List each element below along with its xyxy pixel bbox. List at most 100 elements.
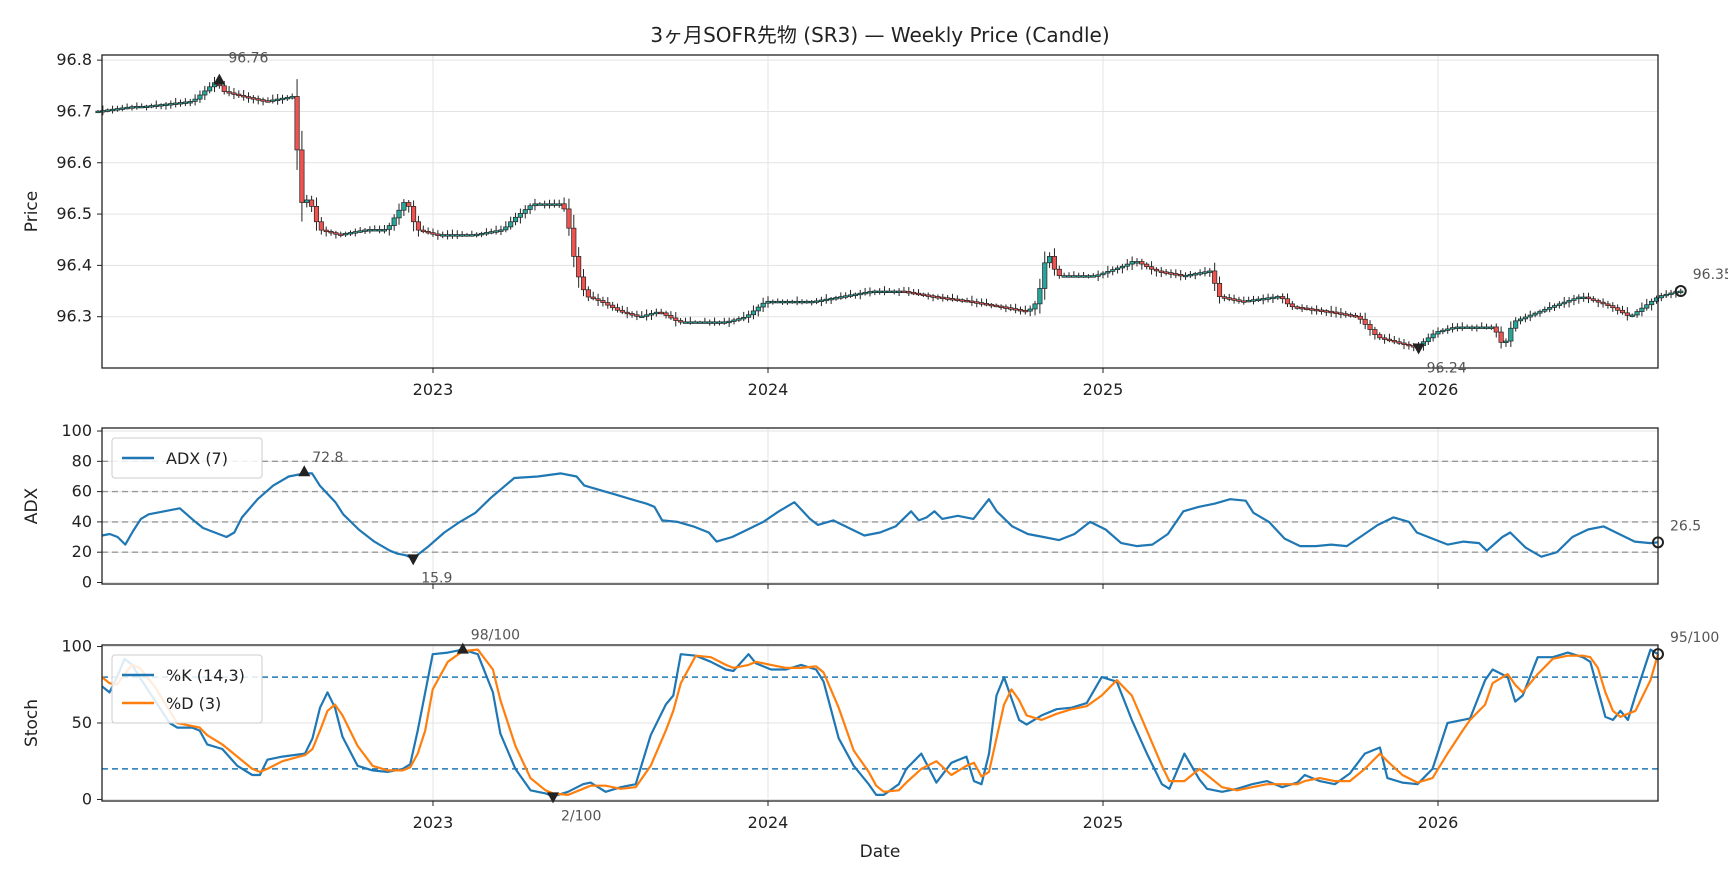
series-line-0 [101,472,1659,560]
candle-body [479,232,485,236]
candle-body [1197,272,1203,275]
candle-body [1653,297,1660,302]
y-tick-label: 96.8 [56,50,92,69]
candle-body [381,229,387,232]
candle-body [134,105,140,109]
candle-body [784,300,790,304]
candle-body [775,300,781,304]
last-value-marker [1674,285,1687,298]
candle-body [954,298,960,302]
candle-body [1071,275,1077,278]
min-annotation: 2/100 [561,808,601,824]
candle-body [1658,295,1664,299]
candle-body [294,96,300,151]
candle-body [746,314,752,318]
candle-body [1066,275,1072,278]
candle-body [1323,310,1329,313]
stoch-panel: 0 50 100 2023 2024 2025 2026 Stoch 98/100 2/100 95… [22,628,1719,862]
candle-body [1357,315,1363,320]
candle-body [522,209,528,214]
candle-body [250,97,256,100]
candle-body [1299,307,1305,310]
candle-body [639,315,645,318]
candle-body [498,229,504,232]
candle-body [1008,307,1014,310]
price-panel: 96.3 96.4 96.5 96.6 96.7 96.8 2023 2024 2025 2026… [22,50,1728,399]
candle-body [362,229,368,232]
candle-body [1333,311,1339,314]
candle-body [1624,312,1630,316]
candle-body [673,317,679,321]
candle-body [284,96,290,100]
y-tick-label: 96.3 [56,307,92,326]
plot-area [102,55,1658,368]
candle-body [687,321,693,324]
candle-body [1435,331,1441,335]
series-line-0 [101,648,1659,798]
candle-body [891,290,897,293]
candle-body [318,221,324,231]
candle-body [129,106,135,109]
candle-body [605,302,611,306]
y-tick-label: 50 [72,713,92,732]
candle-body [925,294,931,297]
candle-body [770,300,776,304]
candle-body [459,234,465,237]
min-annotation: 96.24 [1427,360,1467,376]
candle-body [1182,274,1189,278]
candle-body [979,302,985,305]
candle-body [440,234,446,237]
candle-body [260,99,266,102]
candle-body [610,304,616,309]
candle-body [231,92,237,95]
candle-body [658,311,664,315]
candle-body [1668,292,1674,295]
candle-body [527,205,533,210]
legend-label: %D (3) [166,694,221,713]
candle-body [964,299,970,303]
y-axis-label: Price [22,191,42,232]
candle-body [435,233,441,236]
candle-body [765,300,771,304]
candle-body [226,91,232,94]
candle-body [1042,262,1048,289]
candle-body [1619,309,1626,314]
candle-body [377,229,383,232]
candle-body [372,229,378,232]
candle-body [1479,326,1485,329]
candle-body [644,314,650,317]
candle-body [1459,326,1465,329]
last-annotation: 26.5 [1670,518,1701,534]
candle-body [144,105,150,109]
y-tick-label: 96.7 [56,101,92,120]
candle-body [1566,300,1572,303]
candle-body [1037,288,1043,305]
candle-body [1551,305,1558,308]
candle-body [1615,307,1621,311]
last-value-marker [1652,648,1664,661]
max-marker [213,73,226,85]
candle-body [1178,274,1184,277]
candle-body [1513,320,1519,329]
candle-body [512,216,519,223]
candle-body [561,203,567,210]
x-tick-label: 2023 [413,813,454,832]
candle-body [551,203,557,206]
candle-body [1202,271,1208,274]
candle-body [789,300,795,304]
candle-body [843,295,849,298]
candle-body [503,226,509,231]
candle-body [1309,308,1315,311]
max-marker [298,465,311,477]
candle-body [566,208,572,229]
candle-body [1280,296,1286,300]
candle-body [862,291,868,295]
candle-body [915,292,922,296]
candle-body [275,98,281,101]
candle-body [110,108,116,112]
candle-body [678,320,684,323]
candle-body [780,300,786,304]
min-marker [1412,343,1425,355]
candle-body [1129,261,1135,265]
candle-body [1289,303,1295,308]
